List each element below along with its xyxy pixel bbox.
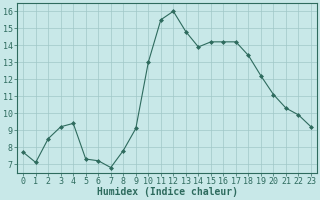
X-axis label: Humidex (Indice chaleur): Humidex (Indice chaleur) (97, 187, 237, 197)
